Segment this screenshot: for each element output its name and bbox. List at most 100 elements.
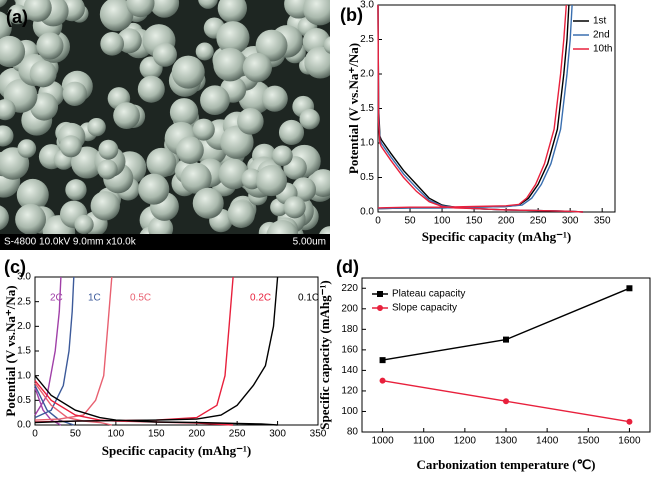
- particle: [152, 42, 177, 67]
- legend-label: 2nd: [593, 30, 610, 41]
- particle: [138, 173, 170, 205]
- x-tick-label: 0: [32, 429, 38, 440]
- particle: [192, 118, 215, 141]
- sem-caption: S-4800 10.0kV 9.0mm x10.0k: [4, 237, 137, 248]
- y-tick-label: 120: [341, 386, 358, 397]
- particle: [7, 4, 28, 25]
- particle: [319, 226, 330, 234]
- x-tick-label: 1600: [618, 436, 641, 447]
- y-tick-label: 80: [347, 427, 359, 438]
- particle: [0, 99, 16, 121]
- y-tick-label: 1.5: [17, 346, 31, 357]
- particle: [17, 139, 37, 158]
- panel-label: (c): [4, 257, 26, 277]
- x-tick-label: 350: [310, 429, 327, 440]
- particle: [227, 200, 255, 228]
- particle: [278, 119, 305, 146]
- particle: [113, 102, 140, 130]
- y-tick-label: 3.0: [17, 272, 31, 283]
- particle: [255, 29, 288, 62]
- y-tick-label: 0.5: [360, 172, 374, 183]
- x-tick-label: 1100: [413, 436, 435, 447]
- particle: [29, 60, 57, 88]
- panel-label: (b): [340, 5, 363, 25]
- particle: [323, 36, 330, 54]
- particle: [146, 147, 177, 178]
- sem-particles: [0, 0, 330, 234]
- particle: [126, 0, 155, 18]
- particle: [137, 75, 165, 103]
- plot-frame: [361, 277, 651, 433]
- particle: [180, 162, 212, 194]
- particle: [0, 205, 9, 231]
- particle: [97, 159, 118, 180]
- y-tick-label: 0.5: [17, 395, 31, 406]
- particle: [0, 35, 26, 68]
- particle: [192, 187, 224, 219]
- particle: [23, 0, 52, 22]
- x-tick-label: 1300: [495, 436, 518, 447]
- marker: [379, 357, 386, 364]
- particle: [99, 0, 134, 32]
- marker: [626, 418, 633, 425]
- particle: [90, 191, 120, 221]
- marker: [626, 285, 633, 292]
- particle: [171, 55, 205, 89]
- particle: [169, 98, 199, 127]
- x-tick-label: 350: [594, 216, 611, 227]
- y-tick-label: 200: [341, 303, 358, 314]
- y-tick-label: 1.0: [17, 370, 31, 381]
- y-tick-label: 2.5: [360, 34, 374, 45]
- x-tick-label: 100: [434, 216, 451, 227]
- panel-label: (d): [336, 257, 359, 277]
- series-line: [377, 4, 584, 213]
- y-tick-label: 2.0: [17, 321, 31, 332]
- x-tick-label: 1200: [454, 436, 477, 447]
- legend-label: 10th: [593, 44, 612, 55]
- sem-info-bar: [0, 234, 330, 250]
- series-line: [34, 276, 113, 426]
- particle: [0, 0, 8, 8]
- panel-label: (a): [6, 7, 28, 27]
- sem-scale-bar: 5.00um: [293, 237, 326, 248]
- particle: [198, 0, 218, 9]
- chart-panel: 0 50 100 150 200 250 300 350 0.0 0.5 1.0 1.5 2.0 2.5 3…: [340, 0, 616, 244]
- x-axis-label: Specific capacity (mAhg⁻¹): [422, 229, 571, 244]
- legend-label: 1st: [593, 16, 607, 27]
- y-tick-label: 0.0: [17, 420, 31, 431]
- marker: [503, 398, 509, 405]
- particle: [149, 0, 180, 18]
- x-tick-label: 250: [530, 216, 547, 227]
- particle: [255, 165, 288, 197]
- x-tick-label: 300: [562, 216, 579, 227]
- y-tick-label: 160: [341, 345, 358, 356]
- x-tick-label: 250: [229, 429, 246, 440]
- particle: [200, 85, 230, 116]
- series-line: [377, 4, 584, 213]
- particle: [242, 52, 272, 83]
- y-tick-label: 1.5: [360, 103, 374, 114]
- x-tick-label: 1500: [577, 436, 600, 447]
- particle: [15, 203, 47, 234]
- particle: [303, 0, 330, 26]
- particle: [62, 81, 88, 106]
- particle: [98, 139, 119, 160]
- particle: [74, 214, 94, 234]
- particle: [100, 31, 125, 56]
- chart-panel: 0 50 100 150 200 250 300 350 0.0 0.5 1.0 1.5 2.0 2.5 3…: [3, 257, 327, 458]
- particle: [0, 125, 14, 147]
- series-line: [34, 276, 279, 426]
- particle: [217, 0, 247, 23]
- x-tick-label: 200: [188, 429, 205, 440]
- y-tick-label: 1.0: [360, 138, 374, 149]
- y-axis-label: Potential (V vs.Na⁺/Na): [3, 285, 18, 416]
- particle: [304, 46, 330, 79]
- particle: [59, 135, 82, 158]
- series-label: 0.2C: [250, 293, 271, 304]
- series-label: 2C: [50, 293, 63, 304]
- chart-panel: 1000 1100 1200 1300 1400 1500 1600 80 100 120 140 1…: [317, 257, 651, 472]
- particle: [36, 32, 64, 60]
- x-tick-label: 200: [498, 216, 515, 227]
- legend-label: Slope capacity: [392, 303, 457, 314]
